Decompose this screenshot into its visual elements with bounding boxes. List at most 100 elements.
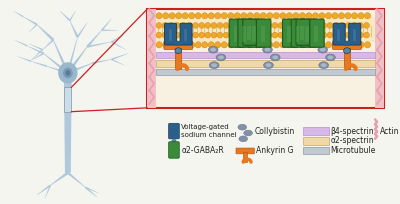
Circle shape: [321, 22, 327, 28]
Ellipse shape: [63, 68, 73, 78]
FancyBboxPatch shape: [229, 19, 244, 47]
Circle shape: [254, 42, 260, 48]
Circle shape: [242, 22, 247, 28]
Circle shape: [272, 32, 278, 38]
Ellipse shape: [209, 62, 219, 69]
Polygon shape: [85, 186, 97, 197]
Text: α2-GABA₂R: α2-GABA₂R: [181, 146, 224, 155]
Polygon shape: [14, 11, 24, 17]
Bar: [156, 69, 375, 75]
Polygon shape: [101, 19, 112, 31]
Circle shape: [315, 22, 320, 28]
Circle shape: [364, 32, 370, 38]
Circle shape: [228, 42, 234, 48]
Circle shape: [260, 42, 266, 48]
Circle shape: [188, 42, 195, 48]
Ellipse shape: [263, 46, 272, 53]
Bar: [243, 152, 247, 162]
Circle shape: [338, 13, 344, 19]
Circle shape: [260, 22, 266, 28]
Circle shape: [236, 22, 241, 28]
FancyBboxPatch shape: [180, 23, 192, 45]
Circle shape: [156, 42, 162, 48]
Bar: [176, 48, 181, 69]
Circle shape: [319, 42, 325, 48]
Bar: [287, 26, 291, 42]
Circle shape: [182, 42, 188, 48]
Bar: [353, 29, 356, 41]
Circle shape: [193, 22, 198, 28]
Circle shape: [358, 42, 364, 48]
Polygon shape: [23, 17, 37, 25]
Circle shape: [278, 22, 284, 28]
Bar: [247, 26, 251, 40]
Circle shape: [174, 32, 180, 38]
FancyBboxPatch shape: [164, 23, 176, 45]
Circle shape: [202, 13, 208, 19]
Bar: [300, 26, 304, 40]
Circle shape: [290, 32, 296, 38]
Text: β4-spectrin: β4-spectrin: [330, 126, 374, 136]
FancyBboxPatch shape: [333, 23, 345, 45]
Circle shape: [234, 42, 240, 48]
Polygon shape: [42, 39, 54, 50]
Circle shape: [299, 42, 306, 48]
Circle shape: [273, 13, 280, 19]
Circle shape: [286, 13, 292, 19]
Ellipse shape: [66, 70, 70, 76]
Polygon shape: [32, 49, 43, 59]
Circle shape: [321, 32, 327, 38]
Circle shape: [188, 13, 195, 19]
Bar: [242, 26, 246, 42]
Circle shape: [221, 42, 227, 48]
Polygon shape: [14, 40, 28, 47]
Circle shape: [266, 32, 272, 38]
Circle shape: [211, 32, 217, 38]
Bar: [303, 147, 328, 154]
Circle shape: [228, 13, 234, 19]
Polygon shape: [29, 53, 44, 61]
Circle shape: [267, 13, 273, 19]
Ellipse shape: [238, 124, 247, 130]
Circle shape: [345, 22, 351, 28]
Bar: [314, 26, 318, 42]
Circle shape: [339, 32, 345, 38]
FancyBboxPatch shape: [310, 19, 324, 47]
Bar: [64, 88, 71, 112]
Circle shape: [364, 42, 371, 48]
Circle shape: [169, 13, 175, 19]
Circle shape: [176, 42, 182, 48]
Bar: [156, 52, 375, 58]
Circle shape: [168, 22, 174, 28]
Circle shape: [325, 13, 332, 19]
Circle shape: [162, 13, 169, 19]
Circle shape: [229, 32, 235, 38]
Circle shape: [217, 32, 223, 38]
Bar: [147, 9, 156, 108]
Circle shape: [312, 42, 318, 48]
Circle shape: [358, 32, 363, 38]
Circle shape: [296, 22, 302, 28]
Circle shape: [309, 32, 314, 38]
Circle shape: [260, 13, 266, 19]
Circle shape: [193, 32, 198, 38]
Circle shape: [352, 22, 357, 28]
Circle shape: [186, 32, 192, 38]
Circle shape: [254, 32, 260, 38]
Polygon shape: [87, 42, 112, 48]
Circle shape: [254, 13, 260, 19]
Circle shape: [333, 22, 339, 28]
Circle shape: [223, 22, 229, 28]
Circle shape: [202, 42, 208, 48]
Polygon shape: [77, 22, 87, 38]
Circle shape: [339, 22, 345, 28]
Circle shape: [248, 22, 254, 28]
Ellipse shape: [318, 46, 328, 53]
Circle shape: [327, 22, 333, 28]
Ellipse shape: [264, 62, 273, 69]
Ellipse shape: [321, 63, 327, 67]
Polygon shape: [60, 11, 70, 21]
Text: Voltage-gated
sodium channel: Voltage-gated sodium channel: [181, 124, 237, 138]
Circle shape: [236, 32, 241, 38]
Ellipse shape: [244, 130, 252, 136]
